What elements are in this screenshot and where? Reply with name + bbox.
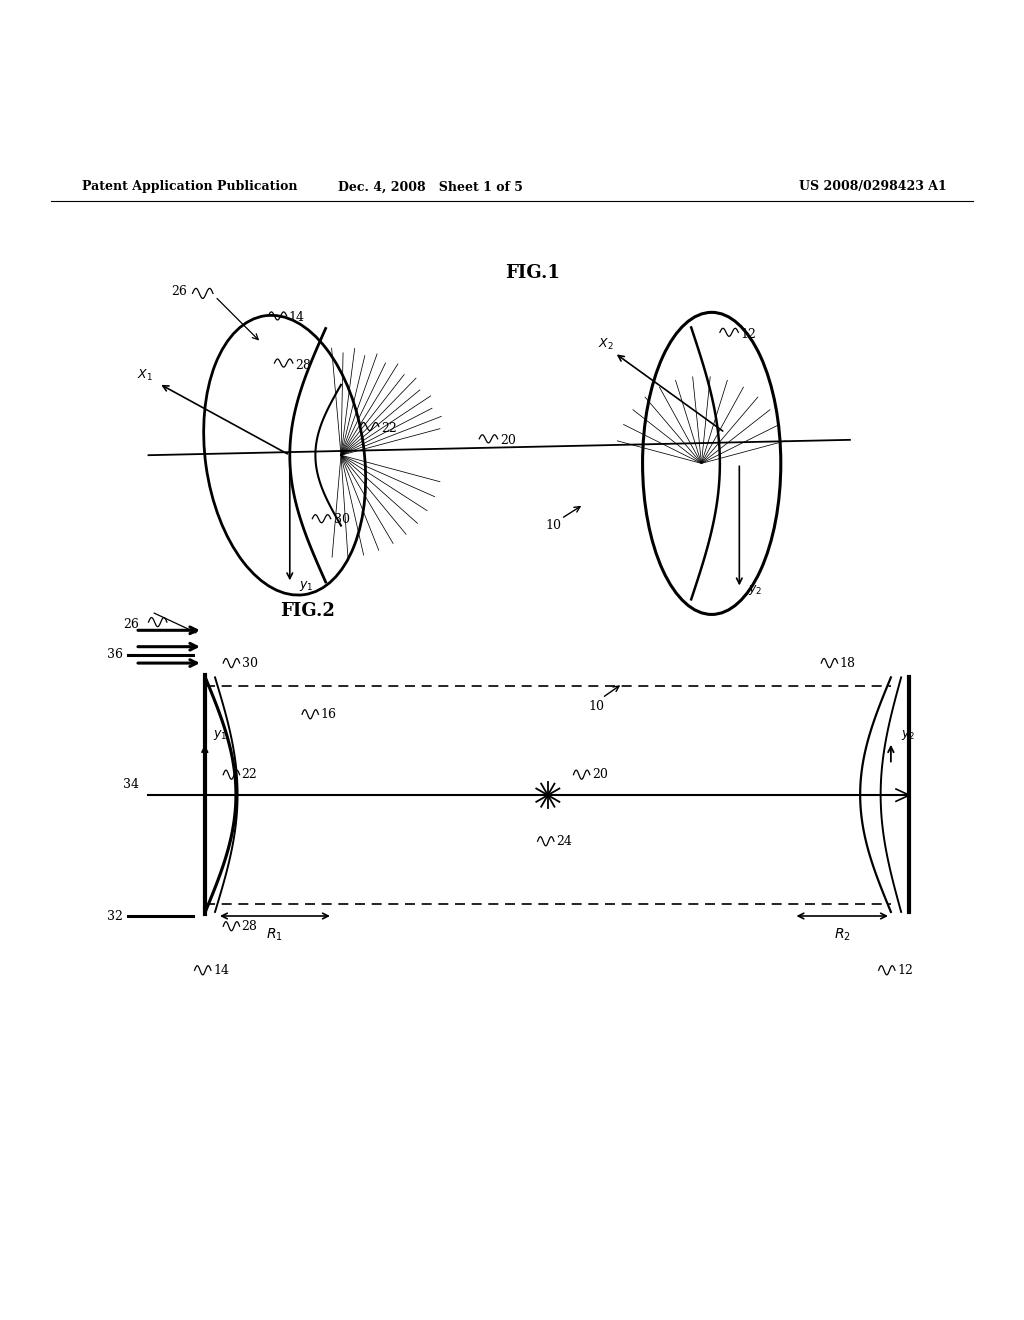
Text: 16: 16 xyxy=(321,708,337,721)
Text: $X_1$: $X_1$ xyxy=(137,368,154,383)
Text: $y_1$: $y_1$ xyxy=(299,579,313,593)
Text: $y_2$: $y_2$ xyxy=(901,727,915,742)
Text: 36: 36 xyxy=(106,648,123,661)
Text: 22: 22 xyxy=(381,422,396,436)
Text: 10: 10 xyxy=(588,700,604,713)
Text: Patent Application Publication: Patent Application Publication xyxy=(82,181,297,194)
Text: 26: 26 xyxy=(123,618,139,631)
Text: 22: 22 xyxy=(242,768,257,781)
Text: $R_1$: $R_1$ xyxy=(266,927,284,942)
Text: 20: 20 xyxy=(592,768,608,781)
Text: 10: 10 xyxy=(545,519,561,532)
Text: FIG.2: FIG.2 xyxy=(280,602,335,620)
Text: 14: 14 xyxy=(213,964,229,977)
Text: $R_2$: $R_2$ xyxy=(834,927,851,942)
Text: US 2008/0298423 A1: US 2008/0298423 A1 xyxy=(799,181,946,194)
Text: 14: 14 xyxy=(289,312,305,325)
Text: 24: 24 xyxy=(556,834,572,847)
Text: $y_1$: $y_1$ xyxy=(213,727,227,742)
Text: $y_2$: $y_2$ xyxy=(748,583,762,598)
Text: 12: 12 xyxy=(740,327,757,341)
Text: Dec. 4, 2008   Sheet 1 of 5: Dec. 4, 2008 Sheet 1 of 5 xyxy=(338,181,522,194)
Text: FIG.1: FIG.1 xyxy=(505,264,560,282)
Text: 28: 28 xyxy=(295,359,311,372)
Text: 34: 34 xyxy=(123,779,139,792)
Text: 26: 26 xyxy=(171,285,187,298)
Text: $X_2$: $X_2$ xyxy=(598,337,614,352)
Text: 12: 12 xyxy=(897,964,913,977)
Text: 32: 32 xyxy=(106,909,123,923)
Text: 18: 18 xyxy=(840,656,856,669)
Text: 30: 30 xyxy=(242,656,258,669)
Text: 28: 28 xyxy=(242,920,258,933)
Text: 20: 20 xyxy=(500,434,516,447)
Text: 30: 30 xyxy=(334,513,350,527)
